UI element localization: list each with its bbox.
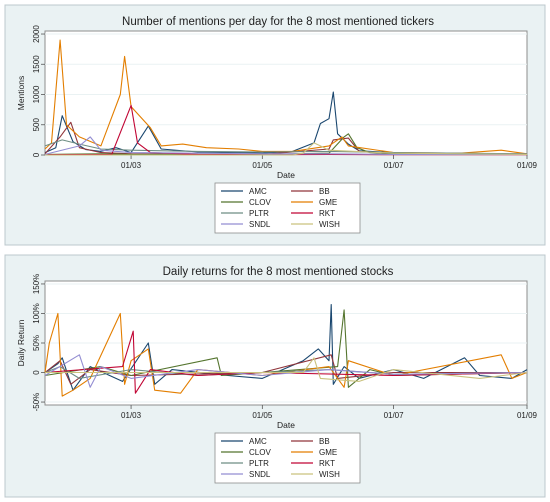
y-axis-ticks: 0 500 1000 1500 2000	[32, 25, 45, 157]
x-tick-label: 01/07	[384, 411, 405, 420]
series-line-wish	[45, 142, 528, 156]
y-tick-label: 0	[32, 152, 41, 157]
series-line-gme	[44, 39, 528, 155]
x-axis-label: Date	[277, 170, 295, 180]
y-tick-label: -50%	[32, 393, 41, 412]
series-lines	[44, 304, 528, 397]
legend-label: GME	[319, 448, 337, 457]
legend-label: SNDL	[249, 220, 271, 229]
y-tick-label: 0	[32, 370, 41, 375]
legend-label: GME	[319, 198, 337, 207]
y-tick-label: 500	[32, 118, 41, 132]
series-line-gme	[44, 312, 528, 397]
legend-label: WISH	[319, 470, 340, 479]
legend-label: RKT	[319, 209, 335, 218]
y-tick-label: 1500	[32, 55, 41, 73]
x-tick-label: 01/03	[121, 411, 142, 420]
x-axis-ticks: 01/03 01/05 01/07 01/09	[121, 405, 538, 420]
mentions-chart-panel: Number of mentions per day for the 8 mos…	[4, 4, 546, 246]
y-tick-label: 100%	[32, 303, 41, 323]
legend-label: CLOV	[249, 198, 271, 207]
chart-title: Number of mentions per day for the 8 mos…	[122, 16, 434, 28]
x-axis-label: Date	[277, 420, 295, 430]
series-lines	[44, 39, 528, 156]
legend-label: BB	[319, 187, 330, 196]
legend-label: WISH	[319, 220, 340, 229]
returns-chart-panel: Daily returns for the 8 most mentioned s…	[4, 254, 546, 498]
y-tick-label: 1000	[32, 85, 41, 103]
legend: AMC BB CLOV GME PLTR RKT SNDL WISH	[214, 182, 361, 234]
series-line-sndl	[44, 136, 527, 155]
legend-label: PLTR	[249, 209, 269, 218]
x-tick-label: 01/05	[252, 161, 273, 170]
x-tick-label: 01/09	[517, 161, 538, 170]
legend-label: PLTR	[249, 459, 269, 468]
legend-label: BB	[319, 437, 330, 446]
x-tick-label: 01/09	[517, 411, 538, 420]
y-axis-label: Daily Return	[16, 319, 26, 366]
series-line-wish	[45, 357, 528, 382]
legend-label: CLOV	[249, 448, 271, 457]
series-line-sndl	[44, 354, 528, 388]
y-axis-ticks: -50% 0 50% 100% 150%	[32, 274, 45, 412]
y-tick-label: 150%	[32, 274, 41, 294]
chart-title: Daily returns for the 8 most mentioned s…	[163, 266, 394, 278]
legend: AMC BB CLOV GME PLTR RKT SNDL WISH	[214, 432, 361, 484]
legend-label: AMC	[249, 187, 267, 196]
x-tick-label: 01/03	[121, 161, 142, 170]
y-tick-label: 2000	[32, 25, 41, 43]
legend-label: RKT	[319, 459, 335, 468]
y-axis-label: Mentions	[16, 76, 26, 111]
x-tick-label: 01/05	[252, 411, 273, 420]
x-axis-ticks: 01/03 01/05 01/07 01/09	[121, 155, 538, 170]
series-line-clov	[44, 309, 528, 388]
y-tick-label: 50%	[32, 335, 41, 351]
series-line-rkt	[44, 330, 528, 394]
x-tick-label: 01/07	[384, 161, 405, 170]
series-line-pltr	[44, 139, 528, 155]
legend-label: AMC	[249, 437, 267, 446]
legend-label: SNDL	[249, 470, 271, 479]
plot-area	[44, 30, 528, 156]
